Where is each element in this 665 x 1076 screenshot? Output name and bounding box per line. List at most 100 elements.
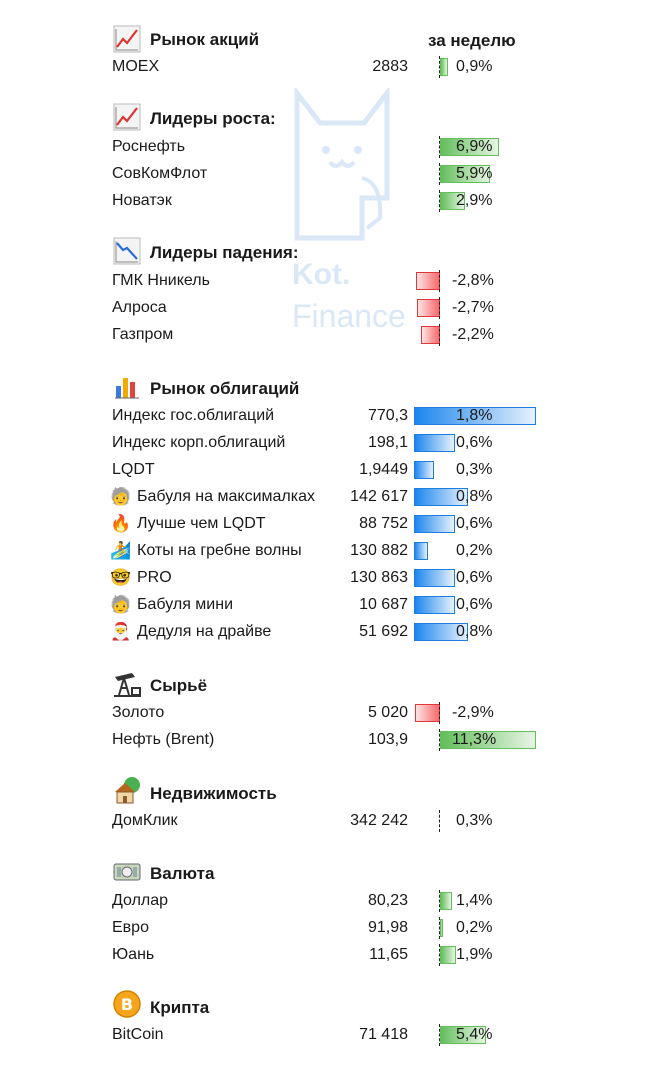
row-change: 1,9% [456, 946, 493, 963]
row-change: 0,6% [456, 596, 493, 613]
change-bar [440, 919, 443, 937]
row-name: Лучше чем LQDT [137, 515, 266, 532]
section-title-currency: Валюта [150, 864, 215, 883]
row-change: 0,8% [456, 623, 493, 640]
fire-icon: 🔥 [110, 514, 132, 533]
row-value: 91,98 [367, 919, 408, 936]
change-bar [440, 138, 499, 156]
row-change: 5,9% [456, 165, 493, 182]
row-value: 142 617 [350, 488, 408, 505]
santa-icon: 🎅 [110, 622, 132, 641]
chart-up-icon [112, 102, 142, 132]
chart-down-icon [112, 236, 142, 266]
row-name: Евро [112, 919, 149, 936]
bar-axis [439, 1024, 440, 1046]
row-change: 0,2% [456, 542, 493, 559]
row-change: 0,3% [456, 461, 493, 478]
row-name: Нефть (Brent) [112, 731, 215, 748]
nerd-face-icon: 🤓 [110, 568, 132, 587]
bar-axis [439, 136, 440, 158]
row-name: Газпром [112, 326, 174, 343]
change-bar [414, 407, 537, 425]
row-change: 0,9% [456, 58, 493, 75]
row-name: Юань [112, 946, 155, 963]
bar-axis [439, 890, 440, 912]
row-value: 80,23 [367, 892, 408, 909]
row-change: -2,2% [452, 326, 494, 343]
bitcoin-icon: B [112, 989, 142, 1019]
bar-axis [439, 190, 440, 212]
row-value: 10 687 [359, 596, 408, 613]
row-name: Дедуля на драйве [137, 623, 272, 640]
row-value: 130 863 [350, 569, 408, 586]
chart-up-icon [112, 24, 142, 54]
row-change: -2,9% [452, 704, 494, 721]
bar-axis [439, 56, 440, 78]
row-name: Бабуля на максималках [137, 488, 315, 505]
change-bar [440, 165, 491, 183]
row-change: 1,4% [456, 892, 493, 909]
row-value: 342 242 [350, 812, 408, 829]
row-value: 198,1 [367, 434, 408, 451]
bar-axis [439, 163, 440, 185]
change-bar [414, 569, 455, 587]
row-name: Индекс гос.облигаций [112, 407, 275, 424]
bar-axis [439, 324, 440, 346]
surfer-icon: 🏄 [110, 541, 132, 560]
bar-axis [439, 729, 440, 751]
svg-text:B: B [121, 995, 133, 1014]
row-name: MOEX [112, 58, 160, 75]
section-title-bonds: Рынок облигаций [150, 379, 300, 398]
change-bar [440, 58, 448, 76]
section-title-losers: Лидеры падения: [150, 243, 299, 262]
row-name: СовКомФлот [112, 165, 208, 182]
change-bar [440, 192, 465, 210]
change-bar [421, 326, 440, 344]
grandma-icon: 🧓 [110, 487, 132, 506]
row-change: 1,8% [456, 407, 493, 424]
row-change: 0,6% [456, 515, 493, 532]
cat-logo-icon [294, 88, 390, 241]
row-name: PRO [137, 569, 172, 586]
row-change: -2,7% [452, 299, 494, 316]
change-bar [440, 731, 537, 749]
row-value: 103,9 [367, 731, 408, 748]
row-name: Роснефть [112, 138, 186, 155]
grandma-icon: 🧓 [110, 595, 132, 614]
row-name: Доллар [112, 892, 169, 909]
row-value: 1,9449 [359, 461, 408, 478]
row-name: Золото [112, 704, 165, 721]
row-value: 770,3 [367, 407, 408, 424]
watermark-line1: Kot. [292, 258, 351, 291]
row-value: 130 882 [350, 542, 408, 559]
section-title-gainers: Лидеры роста: [150, 109, 276, 128]
row-name: Индекс корп.облигаций [112, 434, 286, 451]
watermark-line2: Finance [292, 298, 406, 334]
row-name: ГМК Нникель [112, 272, 210, 289]
row-value: 88 752 [359, 515, 408, 532]
oil-pump-icon [112, 668, 142, 698]
section-title-commodities: Сырьё [150, 676, 208, 695]
change-bar [414, 542, 428, 560]
section-title-realty: Недвижимость [150, 784, 277, 803]
change-bar [416, 299, 440, 317]
bar-axis [439, 270, 440, 292]
house-icon [112, 776, 142, 806]
row-name: BitCoin [112, 1026, 164, 1043]
change-bar [414, 488, 469, 506]
change-bar [414, 434, 455, 452]
change-bar [414, 461, 435, 479]
row-change: 11,3% [452, 731, 497, 748]
row-name: ДомКлик [112, 812, 178, 829]
row-value: 2883 [372, 58, 408, 75]
bar-axis [439, 944, 440, 966]
change-bar [414, 515, 455, 533]
row-name: Новатэк [112, 192, 172, 209]
row-name: Бабуля мини [137, 596, 234, 613]
row-change: -2,8% [452, 272, 494, 289]
row-name: Коты на гребне волны [137, 542, 302, 559]
row-change: 0,3% [456, 812, 493, 829]
bar-axis [439, 702, 440, 724]
row-change: 0,8% [456, 488, 493, 505]
week-column-header: за неделю [428, 31, 516, 50]
